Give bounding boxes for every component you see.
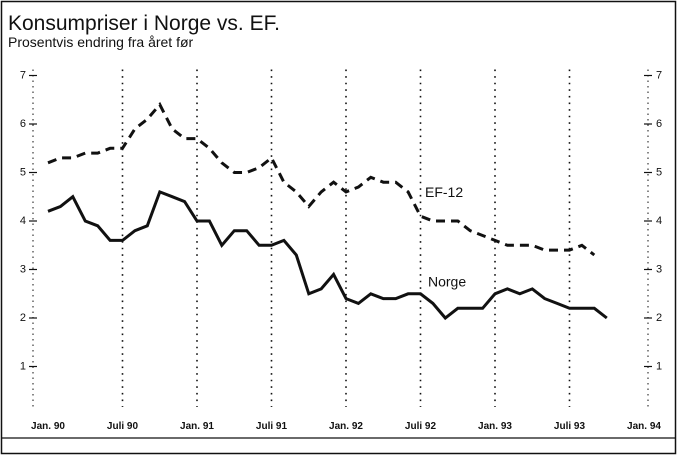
chart-title: Konsumpriser i Norge vs. EF. [8,12,280,35]
y-tick-label: 1 [20,360,26,372]
y-tick-label-right: 3 [656,263,662,275]
y-tick-label-right: 5 [656,166,662,178]
x-tick-label: Juli 91 [256,421,288,432]
y-tick-label: 6 [20,118,26,130]
x-tick-label: Jan. 93 [478,421,512,432]
y-tick-label-right: 7 [656,69,662,81]
y-tick-label: 3 [20,263,26,275]
y-tick-label-right: 4 [656,215,662,227]
y-tick-label: 2 [20,312,26,324]
x-tick-label: Jan. 90 [31,421,65,432]
y-tick-label: 4 [20,215,26,227]
chart-subtitle: Prosentvis endring fra året før [8,34,194,50]
y-tick-label-right: 1 [656,360,662,372]
x-tick-label: Jan. 94 [627,421,661,432]
series-line [47,101,596,257]
y-tick-label: 5 [20,166,26,178]
x-tick-label: Juli 92 [405,421,437,432]
y-tick-label: 7 [20,69,26,81]
x-tick-label: Jan. 91 [180,421,214,432]
series-label: EF-12 [425,184,463,200]
series-label: Norge [428,273,466,289]
y-tick-label-right: 6 [656,118,662,130]
y-tick-label-right: 2 [656,312,662,324]
x-tick-label: Jan. 92 [329,421,363,432]
x-tick-label: Juli 93 [554,421,586,432]
series-line [47,189,608,321]
x-tick-label: Juli 90 [107,421,139,432]
